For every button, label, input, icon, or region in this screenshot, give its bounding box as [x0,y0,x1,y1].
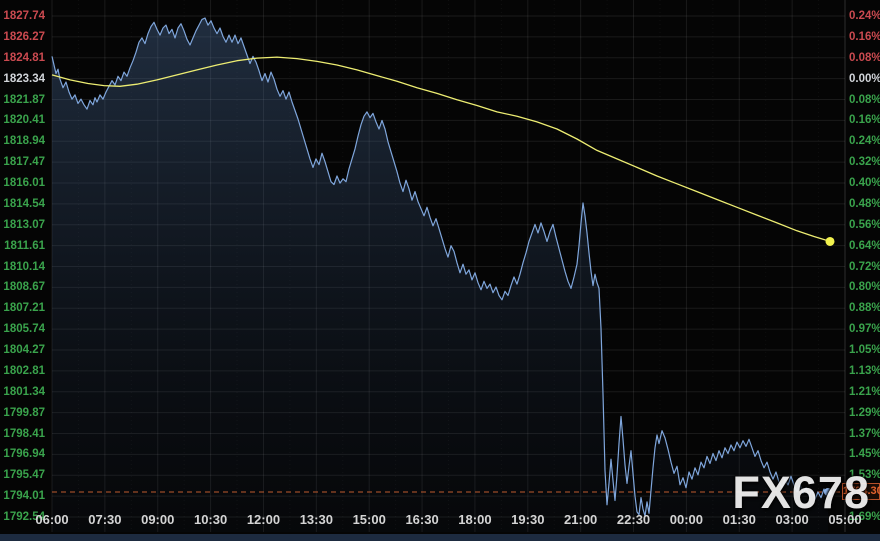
time-axis-label: 10:30 [193,512,228,527]
right-percent-axis: 0.24% 0.16% 0.08% 0.00% 0.08% 0.16% 0.24% 0.32%… [849,0,880,541]
time-axis-label: 16:30 [405,512,439,527]
price-axis-label: 1810.14 [3,260,45,273]
last-price-tag: 1794.30 [842,483,880,501]
price-axis-label: 1824.81 [3,51,45,64]
percent-axis-label: 0.56% [849,218,880,231]
price-axis-label: 1808.67 [3,281,45,294]
time-axis-label: 03:00 [775,512,809,527]
time-axis: 06:00 07:30 09:00 10:30 12:00 13:30 15:00 16:30… [0,509,880,534]
percent-axis-label: 0.16% [849,30,880,43]
price-axis-label: 1796.94 [3,448,45,461]
percent-axis-label: 0.97% [849,323,880,336]
price-axis-label: 1801.34 [3,385,45,398]
price-line [51,17,829,517]
time-axis-label: 13:30 [299,512,333,527]
percent-axis-label: 1.13% [849,364,880,377]
time-axis-label: 05:00 [828,512,862,527]
time-axis-label: 22:30 [616,512,651,527]
percent-axis-label: 0.32% [849,156,880,169]
fx678-watermark: FX678 [732,467,870,518]
percent-axis-label: 1.53% [849,469,880,482]
price-axis-label: 1820.41 [3,114,45,127]
percent-axis-label: 1.45% [849,448,880,461]
price-axis-label: 1813.07 [3,218,45,231]
last-price-value: 1794.30 [843,485,880,498]
percent-axis-label: 0.48% [849,197,880,210]
percent-axis-label: 0.08% [849,93,880,106]
percent-axis-label: 1.69% [849,511,880,523]
time-axis-label: 00:00 [669,512,704,527]
percent-axis-label: 0.88% [849,302,880,315]
percent-axis-label: 0.08% [849,51,880,64]
percent-axis-label: 1.21% [849,385,880,398]
price-axis-label: 1802.81 [3,364,45,377]
left-price-axis: 1827.74 1826.27 1824.81 1823.34 1821.87 1820.… [0,0,48,541]
percent-axis-label: 1.37% [849,427,880,440]
price-axis-label: 1826.27 [3,30,45,43]
time-axis-label: 06:00 [35,512,69,527]
percent-axis-label: 0.00% [849,72,880,85]
percent-axis-label: 0.16% [849,114,880,127]
time-axis-label: 18:00 [458,512,492,527]
price-axis-label: 1799.87 [3,406,45,419]
price-axis-label: 1794.01 [3,490,45,503]
time-axis-label: 19:30 [511,512,545,527]
percent-axis-label: 1.05% [849,344,880,356]
time-axis-label: 01:30 [722,512,756,527]
price-axis-label: 1795.47 [3,469,45,482]
price-axis-label: 1814.54 [3,197,45,210]
price-axis-label: 1792.54 [3,511,45,523]
percent-axis-label: 0.24% [849,10,880,22]
time-axis-label: 21:00 [564,512,598,527]
price-axis-label: 1805.74 [3,323,45,336]
percent-axis-label: 0.80% [849,281,880,294]
percent-axis-label: 1.29% [849,406,880,419]
time-axis-label: 12:00 [246,512,281,527]
percent-axis-label: 0.40% [849,177,880,189]
price-axis-label: 1817.47 [3,156,45,169]
price-axis-label: 1807.21 [3,302,45,315]
bottom-scroll-strip[interactable] [0,534,880,541]
percent-axis-label: 0.24% [849,135,880,148]
ma-end-dot [825,236,835,246]
price-axis-label: 1827.74 [3,10,45,22]
percent-axis-label: 0.72% [849,260,880,273]
price-axis-label: 1811.61 [4,239,45,252]
price-axis-label: 1823.34 [3,72,45,85]
percent-axis-label: 0.64% [849,239,880,252]
time-axis-label: 15:00 [352,512,386,527]
price-area-fill [52,18,828,532]
ma-line [51,56,831,243]
price-axis-label: 1816.01 [3,177,45,189]
time-axis-label: 07:30 [88,512,122,527]
time-axis-label: 09:00 [141,512,175,527]
price-axis-label: 1798.41 [3,427,45,440]
price-end-dot [824,487,832,496]
price-axis-label: 1821.87 [3,93,45,106]
price-axis-label: 1804.27 [3,344,45,356]
price-axis-label: 1818.94 [3,135,45,148]
